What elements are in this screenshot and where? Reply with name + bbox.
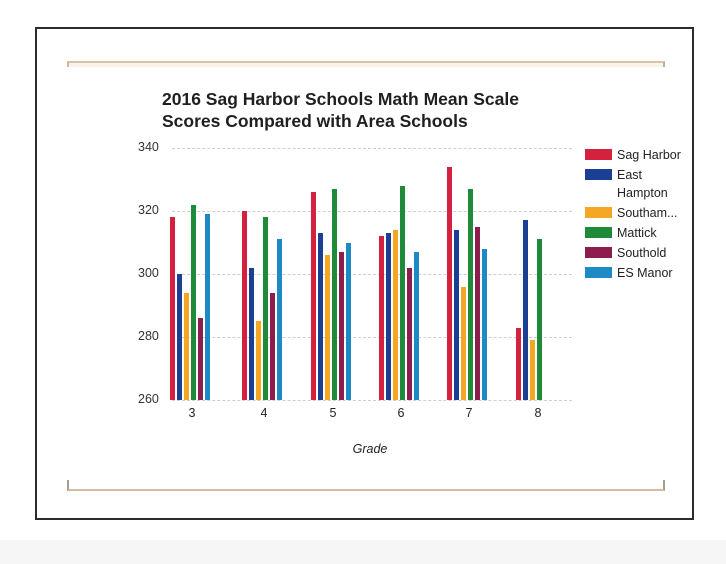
bar-southold-grade-6 bbox=[407, 267, 412, 400]
x-tick-label: 5 bbox=[329, 406, 337, 420]
bar-sag-harbor-grade-6 bbox=[379, 236, 384, 400]
legend-label: ES Manor bbox=[617, 266, 673, 280]
chart-frame bbox=[35, 27, 694, 520]
bar-east-hampton-grade-5 bbox=[318, 233, 323, 400]
legend-label: Southam... bbox=[617, 206, 678, 220]
bar-southold-grade-3 bbox=[198, 318, 203, 400]
bar-east-hampton-grade-3 bbox=[177, 274, 182, 400]
bar-es-manor-grade-3 bbox=[205, 214, 210, 400]
gridline bbox=[172, 337, 572, 338]
legend-label: Southold bbox=[617, 246, 667, 260]
legend-label-line-1: East bbox=[617, 168, 643, 182]
gridline bbox=[172, 148, 572, 149]
decorative-bracket-bottom bbox=[67, 480, 665, 491]
x-tick-label: 7 bbox=[465, 406, 473, 420]
legend-label: Sag Harbor bbox=[617, 148, 681, 162]
chart-title: 2016 Sag Harbor Schools Math Mean Scale … bbox=[162, 88, 582, 132]
legend-label-line-2: Hampton bbox=[617, 186, 668, 200]
bar-southampton-grade-6 bbox=[393, 229, 398, 400]
gridline bbox=[172, 274, 572, 275]
bar-sag-harbor-grade-8 bbox=[516, 327, 521, 400]
bar-mattick-grade-4 bbox=[263, 217, 268, 400]
x-tick-label: 8 bbox=[534, 406, 542, 420]
bar-southampton-grade-8 bbox=[530, 340, 535, 400]
gridline bbox=[172, 211, 572, 212]
legend-item-southold: Southold bbox=[585, 244, 695, 264]
legend-swatch bbox=[585, 247, 612, 258]
bar-mattick-grade-8 bbox=[537, 239, 542, 400]
y-tick-label: 320 bbox=[138, 203, 159, 217]
gridline bbox=[172, 400, 572, 401]
chart-title-line-2: Scores Compared with Area Schools bbox=[162, 111, 468, 131]
x-tick-label: 4 bbox=[260, 406, 268, 420]
bar-es-manor-grade-4 bbox=[277, 239, 282, 400]
bar-mattick-grade-6 bbox=[400, 185, 405, 400]
bar-sag-harbor-grade-4 bbox=[242, 211, 247, 400]
legend-swatch bbox=[585, 207, 612, 218]
bar-southampton-grade-4 bbox=[256, 321, 261, 400]
x-axis-label: Grade bbox=[352, 442, 388, 456]
bar-sag-harbor-grade-3 bbox=[170, 217, 175, 400]
legend-swatch bbox=[585, 267, 612, 278]
bar-east-hampton-grade-6 bbox=[386, 233, 391, 400]
legend-swatch bbox=[585, 169, 612, 180]
bar-es-manor-grade-7 bbox=[482, 248, 487, 400]
legend-item-sag-harbor: Sag Harbor bbox=[585, 146, 695, 166]
bar-sag-harbor-grade-5 bbox=[311, 192, 316, 400]
bar-es-manor-grade-6 bbox=[414, 251, 419, 400]
bar-east-hampton-grade-8 bbox=[523, 220, 528, 400]
decorative-bracket-top bbox=[67, 61, 665, 67]
y-tick-label: 300 bbox=[138, 266, 159, 280]
bar-east-hampton-grade-4 bbox=[249, 267, 254, 400]
bar-southampton-grade-3 bbox=[184, 292, 189, 400]
bar-southold-grade-5 bbox=[339, 251, 344, 400]
chart-title-line-1: 2016 Sag Harbor Schools Math Mean Scale bbox=[162, 89, 519, 109]
legend: Sag Harbor East Hampton Southam... Matti… bbox=[585, 146, 695, 284]
bar-mattick-grade-3 bbox=[191, 204, 196, 400]
legend-item-es-manor: ES Manor bbox=[585, 264, 695, 284]
x-tick-label: 3 bbox=[188, 406, 196, 420]
bar-southampton-grade-7 bbox=[461, 286, 466, 400]
legend-item-mattick: Mattick bbox=[585, 224, 695, 244]
bar-east-hampton-grade-7 bbox=[454, 229, 459, 400]
y-tick-label: 260 bbox=[138, 392, 159, 406]
legend-item-southampton: Southam... bbox=[585, 204, 695, 224]
bar-sag-harbor-grade-7 bbox=[447, 166, 452, 400]
legend-label: East Hampton bbox=[617, 166, 697, 202]
legend-swatch bbox=[585, 149, 612, 160]
legend-swatch bbox=[585, 227, 612, 238]
bar-es-manor-grade-5 bbox=[346, 242, 351, 400]
bar-southold-grade-4 bbox=[270, 292, 275, 400]
bar-southold-grade-7 bbox=[475, 226, 480, 400]
legend-label: Mattick bbox=[617, 226, 657, 240]
y-tick-label: 280 bbox=[138, 329, 159, 343]
x-tick-label: 6 bbox=[397, 406, 405, 420]
bar-mattick-grade-7 bbox=[468, 188, 473, 400]
bar-mattick-grade-5 bbox=[332, 188, 337, 400]
page-background-strip bbox=[0, 540, 726, 564]
legend-item-east-hampton: East Hampton bbox=[585, 166, 695, 204]
y-tick-label: 340 bbox=[138, 140, 159, 154]
bar-southampton-grade-5 bbox=[325, 255, 330, 400]
